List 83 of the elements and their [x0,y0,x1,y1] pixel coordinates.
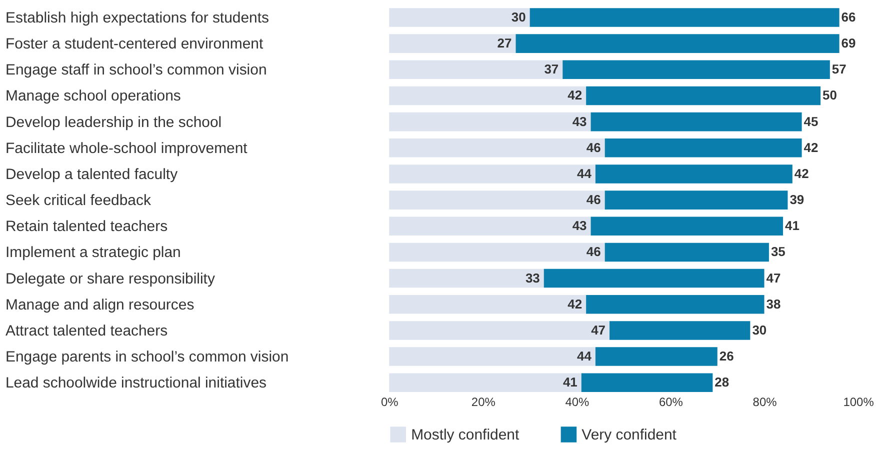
data-label: 33 [525,270,540,286]
data-label: 46 [586,244,601,260]
data-label: 41 [562,374,578,390]
bar [530,8,840,27]
bar [389,164,596,184]
x-tick-label: 100% [843,395,874,410]
bar [389,216,591,236]
y-tick-label: Delegate or share responsibility [5,270,216,288]
bar [389,34,516,53]
data-label: 42 [568,296,582,312]
y-tick-label: Develop a talented faculty [5,166,178,183]
y-tick-label: Retain talented teachers [5,218,168,236]
y-tick-label: Foster a student-centered environment [5,36,264,53]
data-label: 43 [572,114,587,129]
data-label: 57 [832,62,846,77]
data-label: 30 [511,9,526,24]
data-label: 47 [591,322,606,338]
data-label: 66 [841,9,856,24]
data-label: 37 [544,62,559,77]
x-tick-label: 80% [752,395,778,410]
y-tick-label: Establish high expectations for students [5,9,269,26]
data-label: 28 [714,374,730,390]
data-label: 26 [719,348,734,364]
bar [595,164,792,184]
data-label: 46 [586,140,601,155]
data-label: 42 [794,166,809,181]
bar [610,321,750,340]
data-label: 46 [586,192,601,208]
y-tick-label: Manage and align resources [5,296,194,314]
y-tick-label: Engage parents in school’s common vision [5,348,289,366]
x-tick-label: 0% [380,395,399,410]
bar [389,321,610,340]
data-label: 45 [804,114,818,129]
data-label: 35 [770,244,786,260]
bar [581,373,713,392]
x-tick-label: 20% [471,395,496,410]
bar [544,268,764,288]
data-label: 39 [790,192,804,208]
bar [516,34,840,53]
bar [604,242,769,262]
data-label: 47 [766,270,781,286]
bar [586,86,821,106]
data-label: 50 [822,88,837,103]
bar [389,294,586,314]
bar [604,190,788,210]
bar [389,8,530,27]
bar [590,112,802,132]
bar [604,138,802,158]
y-tick-label: Develop leadership in the school [5,114,222,131]
data-label: 44 [577,348,592,364]
bar [590,216,784,236]
data-label: 38 [766,296,781,312]
data-label: 41 [785,218,800,234]
data-label: 43 [572,218,587,234]
bar [389,190,605,210]
bar [562,60,830,80]
bar [595,347,718,366]
bar [389,268,544,288]
bar [586,294,764,314]
y-tick-label: Manage school operations [5,88,181,105]
y-tick-label: Seek critical feedback [5,192,152,210]
bar [389,373,582,392]
data-label: 27 [497,36,512,51]
y-tick-label: Implement a strategic plan [5,244,181,262]
bar [389,347,596,366]
y-tick-label: Attract talented teachers [5,322,168,340]
y-tick-label: Engage staff in school’s common vision [5,62,267,79]
data-label: 42 [804,140,818,155]
y-tick-label: Facilitate whole-school improvement [5,140,248,157]
bar [389,112,591,132]
bar [389,60,563,80]
bar [389,138,605,158]
bar [389,86,586,106]
x-tick-label: 40% [565,395,590,410]
data-label: 44 [577,166,592,181]
data-label: 30 [752,322,767,338]
y-tick-label: Lead schoolwide instructional initiatives [5,374,266,392]
bar [389,242,605,262]
legend-label: Very confident [582,426,678,444]
legend-label: Mostly confident [411,426,520,444]
x-tick-label: 60% [659,395,684,410]
data-label: 69 [841,36,856,51]
data-label: 42 [568,88,582,103]
